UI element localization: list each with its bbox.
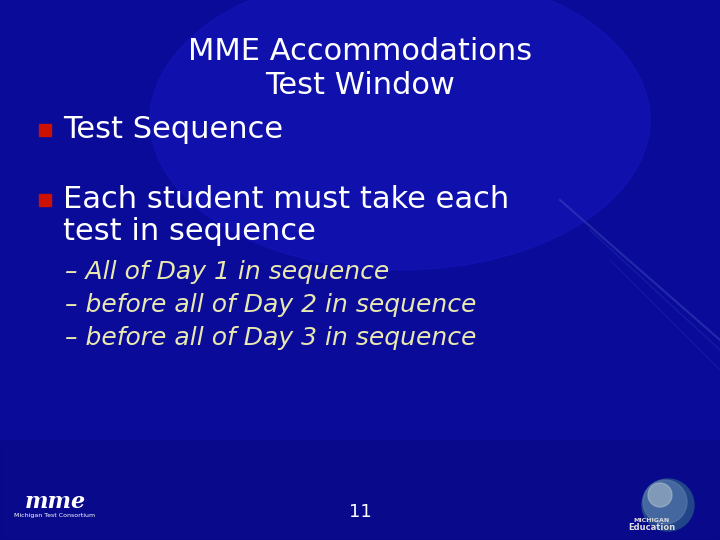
Circle shape [648,483,672,507]
Ellipse shape [150,0,650,270]
Bar [39,124,51,136]
Text: MME Accommodations: MME Accommodations [188,37,532,66]
Text: test in sequence: test in sequence [63,218,316,246]
Text: 11: 11 [348,503,372,521]
Text: – All of Day 1 in sequence: – All of Day 1 in sequence [65,260,390,284]
Text: Education: Education [629,523,675,532]
Text: mme: mme [24,491,86,513]
Text: – before all of Day 2 in sequence: – before all of Day 2 in sequence [65,293,477,317]
Bar [0,440,720,540]
Bar [39,194,51,206]
Text: Each student must take each: Each student must take each [63,186,509,214]
Text: Test Sequence: Test Sequence [63,116,283,145]
Circle shape [642,479,694,531]
Text: MICHIGAN: MICHIGAN [634,517,670,523]
Circle shape [643,480,687,524]
Text: Michigan Test Consortium: Michigan Test Consortium [14,514,96,518]
Text: – before all of Day 3 in sequence: – before all of Day 3 in sequence [65,326,477,350]
Text: Test Window: Test Window [265,71,455,99]
